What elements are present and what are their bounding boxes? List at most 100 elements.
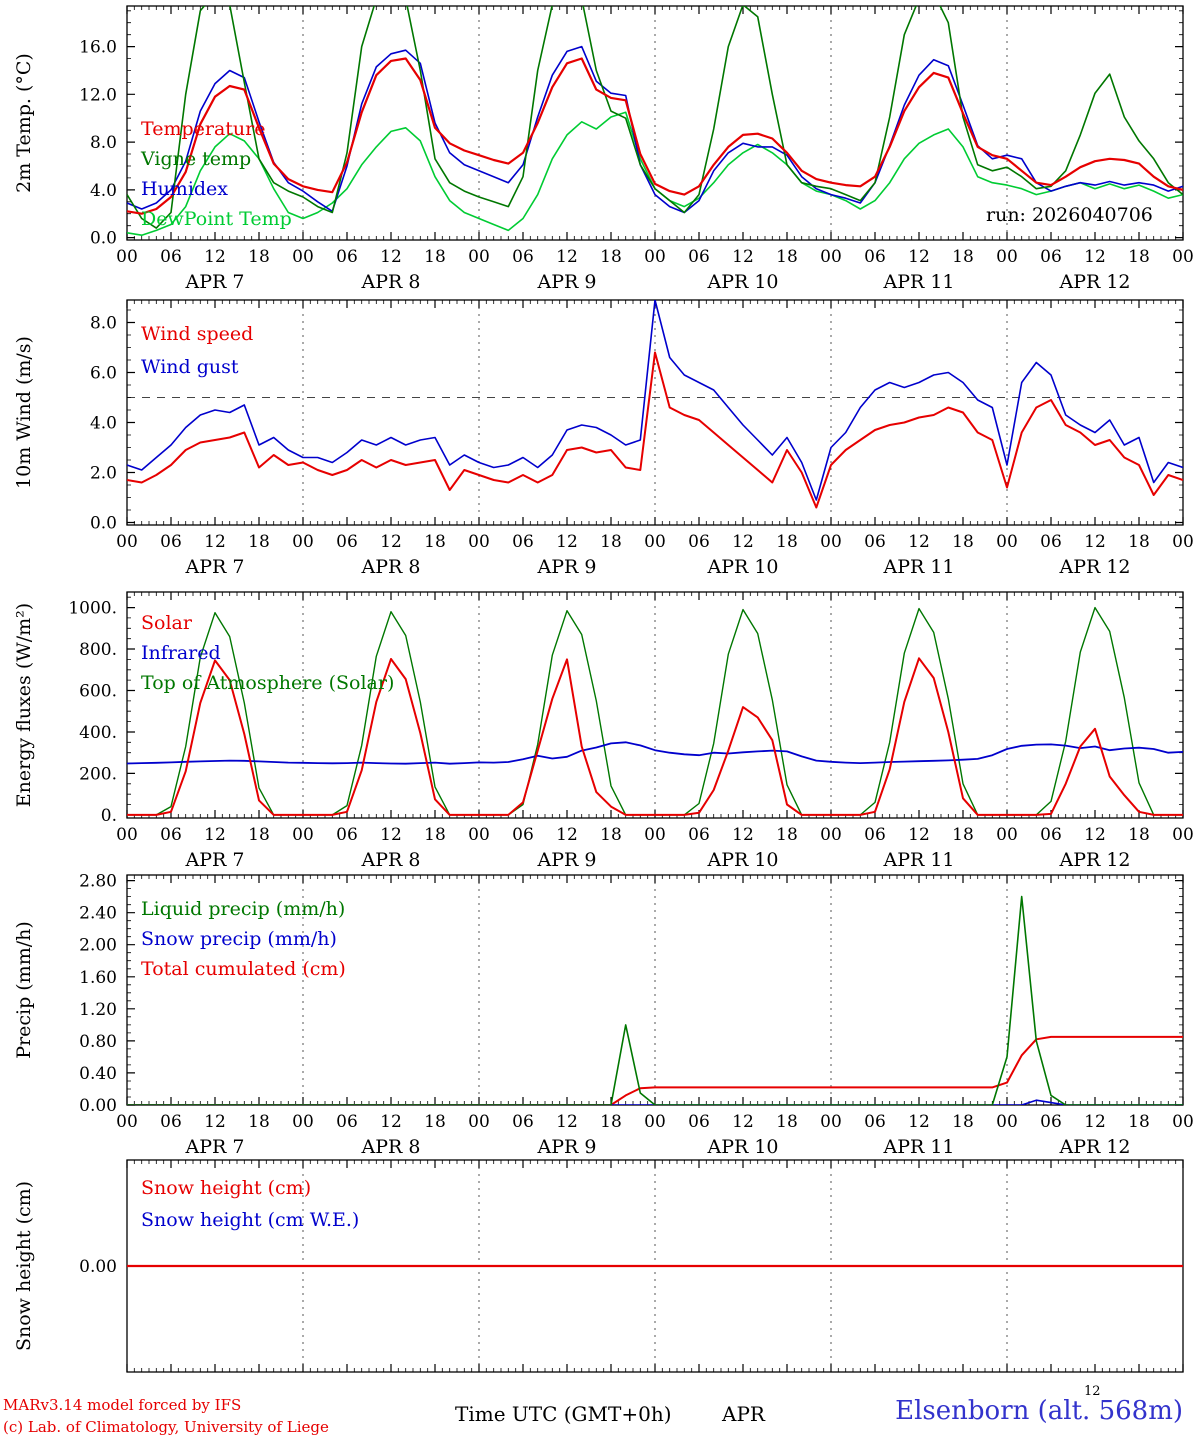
x-tick-label: 00 (996, 247, 1018, 267)
legend-snow-precip: Snow precip (mm/h) (141, 928, 337, 950)
day-label: APR 7 (185, 1136, 245, 1158)
x-tick-label: 06 (1040, 247, 1062, 267)
legend-wind-gust: Wind gust (141, 356, 239, 378)
x-tick-label: 06 (160, 1112, 182, 1132)
legend-humidex: Humidex (141, 178, 229, 200)
legend-total-cumulated: Total cumulated (cm) (141, 958, 346, 980)
y-tick-label: 1.20 (79, 1000, 117, 1020)
x-tick-label: 00 (1172, 532, 1194, 552)
legend-snow-height: Snow height (cm) (141, 1177, 312, 1199)
x-tick-label: 18 (776, 825, 798, 845)
legend-wind-speed: Wind speed (141, 323, 254, 345)
day-label: APR 12 (1058, 556, 1130, 578)
series-line-solar (127, 657, 1183, 816)
x-tick-label: 06 (864, 1112, 886, 1132)
minor-ticks (127, 300, 1183, 525)
legend-top-of-atmosphere: Top of Atmosphere (Solar) (141, 672, 395, 694)
x-tick-label: 06 (864, 825, 886, 845)
x-tick-label: 18 (600, 247, 622, 267)
y-tick-label: 0.40 (79, 1064, 117, 1084)
day-label: APR 8 (361, 271, 421, 293)
x-tick-label: 06 (160, 825, 182, 845)
x-tick-label: 06 (1040, 532, 1062, 552)
series-line-total-cumulated-cm- (127, 1035, 1183, 1105)
x-tick-label: 00 (644, 532, 666, 552)
series-line-infrared (127, 741, 1183, 765)
x-tick-label: 18 (248, 247, 270, 267)
legend-dewpoint-temp: DewPoint Temp (141, 208, 292, 230)
day-label: APR 12 (1058, 849, 1130, 871)
stray-tick-label: 12 (1084, 1384, 1101, 1399)
day-label: APR 7 (185, 849, 245, 871)
series-line-humidex (127, 45, 1183, 214)
x-tick-label: 00 (644, 825, 666, 845)
x-tick-label: 12 (908, 1112, 930, 1132)
x-tick-label: 18 (952, 1112, 974, 1132)
x-tick-label: 06 (864, 532, 886, 552)
x-tick-label: 06 (512, 532, 534, 552)
day-label: APR 9 (537, 849, 597, 871)
y-tick-label: 0.00 (79, 1096, 117, 1116)
month-label: APR (722, 1402, 765, 1426)
x-tick-label: 00 (116, 825, 138, 845)
x-tick-label: 00 (116, 532, 138, 552)
day-label: APR 12 (1058, 1136, 1130, 1158)
day-label: APR 8 (361, 849, 421, 871)
x-tick-label: 00 (292, 247, 314, 267)
x-tick-label: 18 (248, 1112, 270, 1132)
y-tick-label: 0. (101, 806, 117, 826)
x-tick-label: 12 (908, 247, 930, 267)
panel-border (126, 591, 1184, 819)
x-tick-label: 00 (468, 532, 490, 552)
x-tick-label: 18 (248, 532, 270, 552)
y-tick-label: 0.0 (90, 229, 117, 249)
day-label: APR 12 (1058, 271, 1130, 293)
x-tick-label: 12 (204, 1112, 226, 1132)
day-label: APR 9 (537, 271, 597, 293)
y-tick-label: 0.0 (90, 514, 117, 534)
x-tick-label: 12 (732, 1112, 754, 1132)
x-tick-label: 18 (952, 825, 974, 845)
x-tick-label: 18 (776, 247, 798, 267)
x-tick-label: 00 (1172, 825, 1194, 845)
x-tick-label: 00 (292, 1112, 314, 1132)
series-line-wind-speed (127, 351, 1183, 509)
x-tick-label: 00 (820, 532, 842, 552)
day-label: APR 8 (361, 1136, 421, 1158)
x-tick-label: 06 (512, 825, 534, 845)
x-tick-label: 12 (732, 825, 754, 845)
y-tick-label: 400. (79, 723, 117, 743)
x-tick-label: 00 (644, 1112, 666, 1132)
y-axis-title: Snow height (cm) (13, 1181, 35, 1351)
x-tick-label: 18 (600, 1112, 622, 1132)
series-line-wind-gust (127, 300, 1183, 501)
x-tick-label: 00 (468, 825, 490, 845)
series-line-temperature (127, 57, 1183, 215)
wind-legend: Wind speed Wind gust (141, 318, 253, 384)
x-tick-label: 12 (908, 532, 930, 552)
y-axis-title: Precip (mm/h) (13, 921, 35, 1059)
day-label: APR 8 (361, 556, 421, 578)
x-tick-label: 00 (116, 247, 138, 267)
x-tick-label: 00 (292, 825, 314, 845)
day-label: APR 10 (706, 271, 778, 293)
x-tick-label: 06 (1040, 1112, 1062, 1132)
x-tick-label: 00 (1172, 247, 1194, 267)
y-tick-label: 4.0 (90, 181, 117, 201)
day-label: APR 11 (882, 1136, 954, 1158)
legend-temperature: Temperature (141, 118, 266, 140)
day-label: APR 7 (185, 271, 245, 293)
x-tick-label: 00 (996, 825, 1018, 845)
snow-legend: Snow height (cm) Snow height (cm W.E.) (141, 1172, 359, 1236)
x-tick-label: 12 (204, 532, 226, 552)
x-tick-label: 06 (688, 247, 710, 267)
run-label: run: 2026040706 (986, 204, 1153, 226)
x-tick-label: 18 (1128, 1112, 1150, 1132)
x-tick-label: 12 (1084, 1112, 1106, 1132)
x-tick-label: 06 (336, 247, 358, 267)
energy-legend: Solar Infrared Top of Atmosphere (Solar) (141, 608, 394, 698)
panel-border (126, 5, 1184, 241)
x-tick-label: 06 (160, 532, 182, 552)
y-tick-label: 600. (79, 682, 117, 702)
